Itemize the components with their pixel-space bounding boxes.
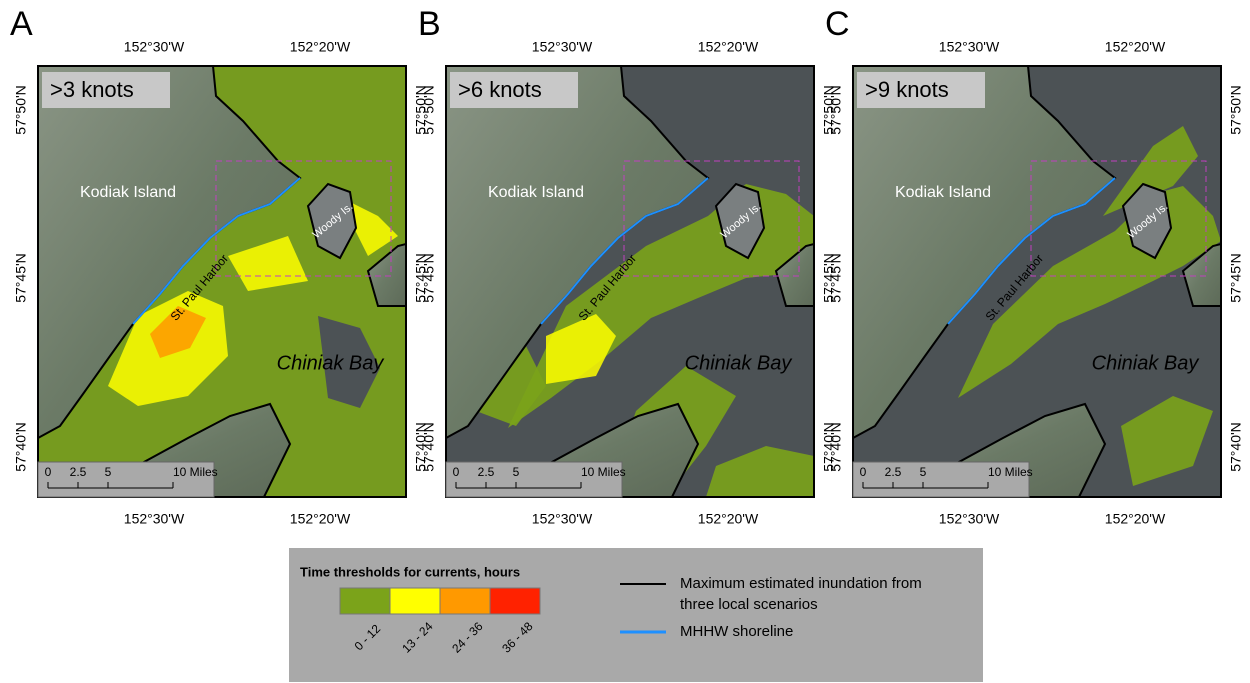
island [1121, 182, 1173, 260]
current-area [1121, 396, 1213, 486]
lat-tick-label: 57°40'N [421, 422, 437, 472]
land [366, 242, 406, 307]
lat-tick-label: 57°45'N [828, 253, 844, 303]
current-area [706, 446, 814, 497]
threshold-label: >9 knots [865, 77, 949, 102]
lon-tick-label: 152°30'W [939, 511, 1000, 527]
scale-bar-box [852, 461, 1030, 498]
lat-tick-label: 57°40'N [828, 422, 844, 472]
legend-title: Time thresholds for currents, hours [300, 564, 520, 579]
threshold-label: >3 knots [50, 77, 134, 102]
panel-letter: A [10, 5, 33, 43]
map-frame [445, 65, 815, 498]
lat-tick-label: 57°40'N [821, 422, 837, 472]
scale-label: 10 Miles [581, 465, 626, 479]
map-content [446, 66, 814, 497]
lat-tick-label: 57°50'N [821, 85, 837, 135]
scale-label: 2.5 [70, 465, 87, 479]
scale-bar-box [445, 461, 623, 498]
lon-tick-label: 152°20'W [290, 511, 351, 527]
map-frame [852, 65, 1222, 498]
scale-label: 10 Miles [988, 465, 1033, 479]
lat-tick-label: 57°40'N [413, 422, 429, 472]
legend-label: Maximum estimated inundation from [680, 575, 922, 592]
scale-label: 0 [860, 465, 867, 479]
scale-label: 5 [105, 465, 112, 479]
lat-tick-label: 57°50'N [828, 85, 844, 135]
place-label: Chiniak Bay [685, 352, 793, 374]
land [1181, 242, 1221, 307]
lon-tick-label: 152°20'W [290, 39, 351, 55]
current-area [1103, 126, 1198, 216]
lat-tick-label: 57°45'N [13, 253, 29, 303]
lat-tick-label: 57°50'N [13, 85, 29, 135]
shoreline [540, 177, 709, 325]
map-frame [37, 65, 407, 498]
lat-tick-label: 57°45'N [821, 253, 837, 303]
place-label: Kodiak Island [80, 184, 176, 201]
scale-label: 10 Miles [173, 465, 218, 479]
legend-label: three local scenarios [680, 596, 818, 613]
legend-swatch [439, 587, 491, 615]
lat-tick-label: 57°50'N [421, 85, 437, 135]
lon-tick-label: 152°30'W [532, 39, 593, 55]
place-label: Kodiak Island [488, 184, 584, 201]
lon-tick-label: 152°20'W [1105, 39, 1166, 55]
lat-tick-label: 57°45'N [1228, 253, 1244, 303]
lon-tick-label: 152°30'W [124, 39, 185, 55]
lat-tick-label: 57°40'N [1228, 422, 1244, 472]
lon-tick-label: 152°30'W [939, 39, 1000, 55]
lon-tick-label: 152°20'W [1105, 511, 1166, 527]
inset-box [623, 160, 800, 277]
lon-tick-label: 152°20'W [698, 39, 759, 55]
water [318, 316, 380, 408]
scale-label: 0 [45, 465, 52, 479]
land [774, 242, 814, 307]
scale-label: 2.5 [885, 465, 902, 479]
legend-swatch [489, 587, 541, 615]
threshold-box [857, 72, 985, 108]
scale-label: 0 [453, 465, 460, 479]
lat-tick-label: 57°45'N [413, 253, 429, 303]
lat-tick-label: 57°40'N [13, 422, 29, 472]
legend-label: MHHW shoreline [680, 623, 793, 640]
current-area [150, 306, 206, 358]
current-area [546, 314, 616, 384]
shoreline [132, 177, 301, 325]
place-label: Chiniak Bay [277, 352, 385, 374]
map-content [853, 66, 1221, 497]
lat-tick-label: 57°45'N [421, 253, 437, 303]
island [306, 182, 358, 260]
place-label: Kodiak Island [895, 184, 991, 201]
lat-tick-label: 57°50'N [413, 85, 429, 135]
panel-letter: B [418, 5, 441, 43]
legend-box [289, 548, 983, 682]
shoreline [947, 177, 1116, 325]
legend-swatch [389, 587, 441, 615]
current-area [228, 236, 308, 291]
lon-tick-label: 152°20'W [698, 511, 759, 527]
map-content [38, 66, 406, 497]
legend-swatch [339, 587, 391, 615]
scale-bar-box [37, 461, 215, 498]
panel-letter: C [825, 5, 850, 43]
place-label: Chiniak Bay [1092, 352, 1200, 374]
threshold-label: >6 knots [458, 77, 542, 102]
inset-box [215, 160, 392, 277]
island [714, 182, 766, 260]
scale-label: 5 [513, 465, 520, 479]
inset-box [1030, 160, 1207, 277]
scale-label: 2.5 [478, 465, 495, 479]
threshold-box [450, 72, 578, 108]
scale-label: 5 [920, 465, 927, 479]
lon-tick-label: 152°30'W [124, 511, 185, 527]
lon-tick-label: 152°30'W [532, 511, 593, 527]
threshold-box [42, 72, 170, 108]
lat-tick-label: 57°50'N [1228, 85, 1244, 135]
